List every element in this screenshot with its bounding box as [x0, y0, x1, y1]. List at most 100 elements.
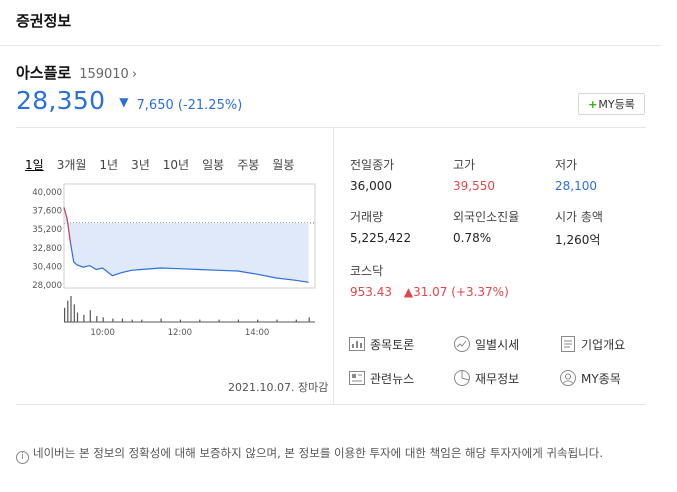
stat-value: 36,000	[350, 179, 392, 193]
tab-1y[interactable]: 1년	[99, 158, 119, 172]
stat-label: 외국인소진율	[453, 210, 520, 224]
link-related-news[interactable]: 관련뉴스	[348, 369, 414, 387]
document-icon	[559, 335, 577, 353]
tab-monthly-candle[interactable]: 월봉	[272, 158, 295, 172]
stat-label: 저가	[555, 158, 578, 172]
section-title: 증권정보	[16, 12, 72, 30]
disclaimer-text: 네이버는 본 정보의 정확성에 대해 보증하지 않으며, 본 정보를 이용한 투…	[33, 446, 603, 460]
y-tick-label: 40,000	[32, 188, 62, 198]
divider	[16, 127, 646, 128]
chevron-right-icon: ›	[131, 67, 138, 82]
up-arrow-icon: ▲	[403, 285, 414, 299]
y-tick-label: 35,200	[32, 225, 62, 235]
stock-name[interactable]: 아스플로	[16, 64, 72, 82]
link-label: 재무정보	[475, 371, 520, 386]
y-tick-label: 28,000	[32, 281, 62, 291]
stat-value: 0.78%	[453, 231, 492, 245]
tab-1d[interactable]: 1일	[25, 158, 44, 172]
volume-bar	[308, 317, 310, 322]
tab-weekly-candle[interactable]: 주봉	[237, 158, 260, 172]
my-add-label: MY등록	[598, 98, 635, 111]
link-daily-price[interactable]: 일별시세	[453, 335, 519, 353]
volume-bar	[179, 319, 181, 322]
link-label: MY종목	[581, 371, 621, 386]
my-add-button[interactable]: + MY등록	[578, 93, 645, 115]
volume-bar	[89, 310, 91, 322]
x-tick-label: 10:00	[90, 328, 115, 338]
index-label: 코스닥	[350, 264, 384, 278]
disclaimer: i 네이버는 본 정보의 정확성에 대해 보증하지 않으며, 본 정보를 이용한 …	[16, 444, 646, 464]
y-tick-label: 32,800	[32, 244, 62, 254]
link-discussion[interactable]: 종목토론	[348, 335, 414, 353]
tab-3m[interactable]: 3개월	[56, 158, 87, 172]
period-tabs: 1일 3개월 1년 3년 10년 일봉 주봉 월봉	[25, 156, 307, 173]
stat-prev-close: 전일종가 36,000	[350, 156, 460, 193]
stat-volume: 거래량 5,225,422	[350, 208, 460, 245]
tab-3y[interactable]: 3년	[131, 158, 150, 172]
volume-bar	[76, 312, 79, 322]
index-value-row: 953.43 ▲31.07 (+3.37%)	[350, 285, 550, 299]
link-label: 관련뉴스	[370, 371, 415, 386]
price-line	[63, 207, 309, 283]
tab-10y[interactable]: 10년	[162, 158, 190, 172]
chat-icon	[348, 335, 366, 353]
info-icon: i	[16, 450, 29, 464]
stat-label: 시가 총액	[555, 210, 603, 224]
volume-bar	[276, 319, 278, 322]
volume-bars	[64, 296, 310, 322]
x-tick-label: 14:00	[245, 328, 269, 338]
x-tick-label: 12:00	[168, 328, 193, 338]
tab-daily-candle[interactable]: 일봉	[202, 158, 225, 172]
down-arrow-icon: ▼	[119, 95, 129, 109]
index-value: 953.43	[350, 285, 392, 299]
link-label: 종목토론	[370, 337, 415, 352]
stat-label: 거래량	[350, 210, 384, 224]
volume-bar	[131, 319, 133, 322]
link-label: 일별시세	[475, 337, 520, 352]
current-price: 28,350	[16, 86, 106, 115]
y-tick-label: 37,600	[32, 207, 62, 217]
stat-kosdaq: 코스닥 953.43 ▲31.07 (+3.37%)	[350, 262, 550, 299]
volume-bar	[141, 319, 143, 322]
volume-bar	[70, 296, 72, 322]
stock-code-link[interactable]: 159010 ›	[79, 67, 137, 82]
link-financials[interactable]: 재무정보	[453, 369, 519, 387]
link-my-stocks[interactable]: MY종목	[559, 369, 621, 387]
stock-code: 159010	[79, 67, 129, 82]
volume-bar	[160, 318, 162, 322]
stock-name-row: 아스플로 159010 ›	[16, 62, 137, 83]
volume-bar	[73, 304, 75, 322]
price-area-fill	[64, 207, 309, 283]
stat-high: 고가 39,550	[453, 156, 563, 193]
volume-bar	[257, 319, 259, 322]
news-icon	[348, 369, 366, 387]
volume-bar	[237, 319, 239, 322]
volume-bar	[218, 319, 220, 322]
link-company-overview[interactable]: 기업개요	[559, 335, 625, 353]
stat-label: 고가	[453, 158, 476, 172]
y-tick-label: 30,400	[32, 262, 62, 272]
trend-icon	[453, 335, 471, 353]
price-line-above-close	[63, 207, 71, 243]
y-axis-ticks: 40,000 37,600 35,200 32,800 30,400 28,000	[32, 188, 62, 291]
volume-bar	[112, 318, 114, 322]
index-change: 31.07 (+3.37%)	[413, 285, 509, 299]
stat-value: 5,225,422	[350, 231, 412, 245]
price-change: 7,650 (-21.25%)	[136, 98, 243, 113]
vertical-divider	[333, 128, 334, 404]
chart-date-label: 2021.10.07. 장마감	[228, 381, 329, 394]
intraday-price-chart[interactable]: 40,000 37,600 35,200 32,800 30,400 28,000 10:…	[28, 182, 318, 344]
stat-value: 39,550	[453, 179, 495, 193]
volume-bar	[295, 319, 297, 322]
section-header: 증권정보	[0, 0, 661, 46]
volume-bar	[64, 307, 66, 322]
pie-chart-icon	[453, 369, 471, 387]
volume-bar	[96, 316, 98, 322]
volume-bar	[83, 314, 85, 322]
volume-bar	[199, 319, 201, 322]
stat-market-cap: 시가 총액 1,260억	[555, 208, 665, 248]
stat-label: 전일종가	[350, 158, 395, 172]
stat-value: 1,260억	[555, 233, 601, 247]
stat-low: 저가 28,100	[555, 156, 665, 193]
stat-value: 28,100	[555, 179, 597, 193]
